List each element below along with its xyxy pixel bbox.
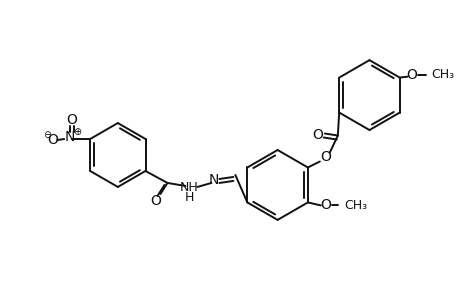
Text: O: O bbox=[312, 128, 323, 142]
Text: O: O bbox=[320, 198, 330, 212]
Text: ⊖: ⊖ bbox=[43, 130, 51, 140]
Text: CH₃: CH₃ bbox=[431, 68, 454, 81]
Text: N: N bbox=[208, 173, 218, 187]
Text: O: O bbox=[320, 151, 330, 164]
Text: O: O bbox=[405, 68, 416, 82]
Text: NH: NH bbox=[179, 182, 198, 194]
Text: ⊕: ⊕ bbox=[73, 127, 81, 137]
Text: O: O bbox=[67, 113, 78, 127]
Text: H: H bbox=[185, 191, 194, 204]
Text: N: N bbox=[65, 130, 75, 144]
Text: CH₃: CH₃ bbox=[343, 199, 366, 212]
Text: O: O bbox=[47, 133, 57, 147]
Text: O: O bbox=[150, 194, 161, 208]
